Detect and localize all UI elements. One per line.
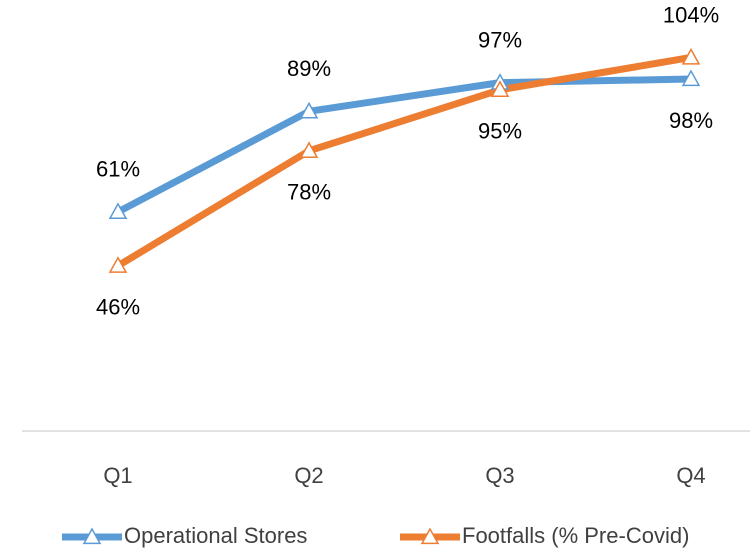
data-label: 104% xyxy=(663,2,719,27)
data-label: 97% xyxy=(478,27,522,52)
series-line xyxy=(116,75,692,216)
x-tick-label: Q3 xyxy=(485,463,514,488)
legend-marker xyxy=(82,527,102,545)
legend-label: Footfalls (% Pre-Covid) xyxy=(462,523,689,548)
x-tick-label: Q4 xyxy=(676,463,705,488)
x-tick-label: Q1 xyxy=(103,463,132,488)
data-point xyxy=(681,47,701,65)
data-point xyxy=(299,101,319,119)
data-label: 98% xyxy=(669,108,713,133)
data-label: 61% xyxy=(96,157,140,182)
legend-label: Operational Stores xyxy=(124,523,307,548)
data-point xyxy=(108,202,128,220)
legend-marker xyxy=(420,527,440,545)
data-label: 46% xyxy=(96,295,140,320)
x-tick-label: Q2 xyxy=(294,463,323,488)
data-point xyxy=(108,256,128,273)
data-label: 89% xyxy=(287,56,331,81)
data-label: 95% xyxy=(478,119,522,144)
series-line xyxy=(116,54,692,269)
data-point xyxy=(681,69,701,87)
data-point xyxy=(299,141,319,158)
data-label: 78% xyxy=(287,180,331,205)
data-point xyxy=(490,80,510,97)
